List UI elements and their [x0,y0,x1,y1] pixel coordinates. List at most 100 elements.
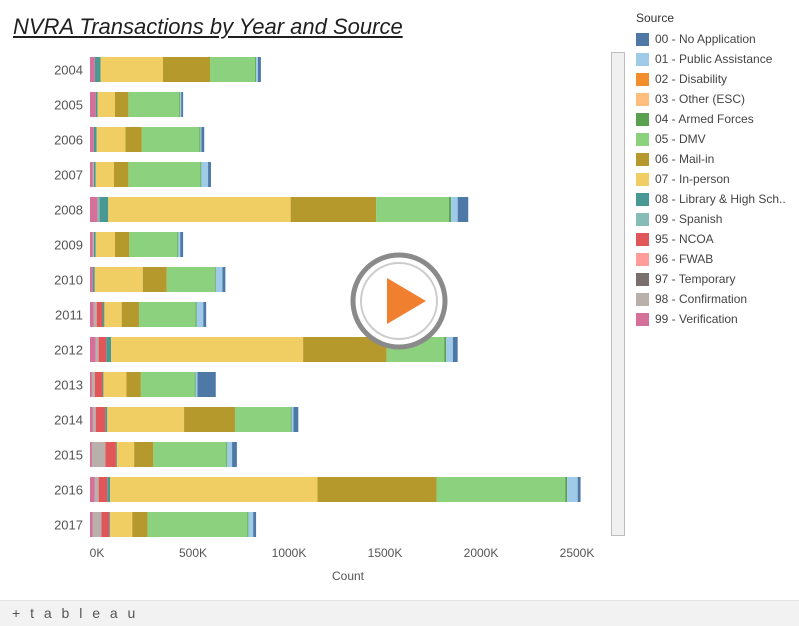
bar-segment-2012-6[interactable] [106,337,112,362]
bar-segment-2014-8[interactable] [184,407,235,432]
tableau-logo[interactable]: + t a b l e a u [12,605,139,621]
bar-segment-2008-7[interactable] [108,197,291,222]
bar-segment-2004-10[interactable] [255,57,257,82]
bar-segment-2017-9[interactable] [147,512,248,537]
bar-segment-2009-13[interactable] [178,232,181,257]
bar-segment-2011-14[interactable] [203,302,207,327]
bar-segment-2009-7[interactable] [95,232,115,257]
bar-segment-2009-6[interactable] [93,232,96,257]
bar-segment-2007-1[interactable] [92,162,94,187]
bar-segment-2013-7[interactable] [103,372,127,397]
bar-segment-2016-1[interactable] [94,477,99,502]
legend-item[interactable]: 08 - Library & High Sch.. [636,189,796,209]
bar-segment-2017-6[interactable] [109,512,111,537]
bar-segment-2016-8[interactable] [317,477,437,502]
legend-item[interactable]: 97 - Temporary [636,269,796,289]
bar-segment-2008-14[interactable] [457,197,469,222]
bar-segment-2007-8[interactable] [114,162,129,187]
bar-segment-2012-13[interactable] [446,337,453,362]
legend-item[interactable]: 00 - No Application [636,29,796,49]
bar-segment-2011-13[interactable] [196,302,204,327]
bar-segment-2006-9[interactable] [141,127,200,152]
bar-segment-2011-7[interactable] [104,302,122,327]
bar-segment-2007-10[interactable] [200,162,202,187]
bar-segment-2007-14[interactable] [208,162,211,187]
bar-segment-2015-9[interactable] [153,442,227,467]
bar-segment-2011-8[interactable] [121,302,139,327]
bar-segment-2011-9[interactable] [138,302,196,327]
bar-segment-2012-1[interactable] [95,337,99,362]
bar-segment-2013-10[interactable] [194,372,196,397]
bar-segment-2015-0[interactable] [90,442,92,467]
bar-segment-2010-14[interactable] [222,267,226,292]
bar-segment-2005-0[interactable] [90,92,96,117]
bar-segment-2014-10[interactable] [290,407,292,432]
legend-item[interactable]: 01 - Public Assistance [636,49,796,69]
bar-segment-2009-1[interactable] [92,232,94,257]
play-button-icon[interactable] [349,251,449,351]
bar-segment-2012-7[interactable] [111,337,304,362]
bar-segment-2005-9[interactable] [128,92,180,117]
bar-segment-2016-14[interactable] [577,477,581,502]
legend-item[interactable]: 98 - Confirmation [636,289,796,309]
bar-segment-2008-13[interactable] [450,197,458,222]
bar-segment-2011-4[interactable] [96,302,103,327]
bar-segment-2015-6[interactable] [115,442,117,467]
bar-segment-2004-7[interactable] [100,57,163,82]
bar-segment-2005-7[interactable] [97,92,115,117]
legend-item[interactable]: 06 - Mail-in [636,149,796,169]
legend-item[interactable]: 95 - NCOA [636,229,796,249]
bar-segment-2014-0[interactable] [90,407,93,432]
bar-segment-2016-4[interactable] [98,477,108,502]
bar-segment-2016-0[interactable] [90,477,95,502]
bar-segment-2007-7[interactable] [95,162,114,187]
bar-segment-2013-8[interactable] [126,372,141,397]
legend-item[interactable]: 09 - Spanish [636,209,796,229]
bar-segment-2005-13[interactable] [180,92,182,117]
bar-segment-2005-10[interactable] [179,92,181,117]
bar-segment-2012-0[interactable] [90,337,96,362]
bar-segment-2011-1[interactable] [93,302,97,327]
bar-segment-2017-7[interactable] [110,512,133,537]
bar-segment-2012-14[interactable] [452,337,458,362]
bar-segment-2004-14[interactable] [258,57,261,82]
bar-segment-2014-4[interactable] [95,407,106,432]
bar-segment-2010-8[interactable] [142,267,167,292]
bar-segment-2013-0[interactable] [90,372,92,397]
bar-segment-2010-9[interactable] [166,267,215,292]
bar-segment-2014-1[interactable] [92,407,96,432]
bar-segment-2006-7[interactable] [96,127,126,152]
bar-segment-2014-9[interactable] [234,407,291,432]
bar-segment-2006-0[interactable] [90,127,94,152]
bar-segment-2015-13[interactable] [227,442,233,467]
bar-segment-2005-6[interactable] [95,92,98,117]
bar-segment-2009-14[interactable] [180,232,184,257]
bar-segment-2014-7[interactable] [107,407,185,432]
bar-segment-2008-9[interactable] [376,197,450,222]
bar-segment-2017-10[interactable] [247,512,249,537]
bar-segment-2010-0[interactable] [90,267,93,292]
bar-segment-2012-4[interactable] [98,337,107,362]
bar-segment-2017-14[interactable] [253,512,257,537]
bar-segment-2017-4[interactable] [101,512,110,537]
bar-segment-2007-9[interactable] [128,162,201,187]
bar-segment-2012-10[interactable] [444,337,447,362]
bar-segment-2008-5[interactable] [97,197,100,222]
bar-segment-2009-8[interactable] [114,232,130,257]
bar-segment-2007-6[interactable] [93,162,96,187]
bar-segment-2013-13[interactable] [195,372,198,397]
bar-segment-2010-7[interactable] [94,267,143,292]
bar-segment-2016-13[interactable] [567,477,578,502]
bar-segment-2011-10[interactable] [195,302,197,327]
bar-segment-2017-0[interactable] [90,512,93,537]
bar-segment-2011-6[interactable] [102,302,105,327]
bar-segment-2013-1[interactable] [91,372,95,397]
bar-segment-2004-0[interactable] [90,57,95,82]
bar-segment-2013-9[interactable] [140,372,195,397]
bar-segment-2007-13[interactable] [201,162,209,187]
bar-segment-2004-13[interactable] [256,57,258,82]
bar-segment-2007-0[interactable] [90,162,93,187]
bar-segment-2013-4[interactable] [94,372,103,397]
legend-item[interactable]: 99 - Verification [636,309,796,329]
bar-segment-2015-4[interactable] [105,442,116,467]
